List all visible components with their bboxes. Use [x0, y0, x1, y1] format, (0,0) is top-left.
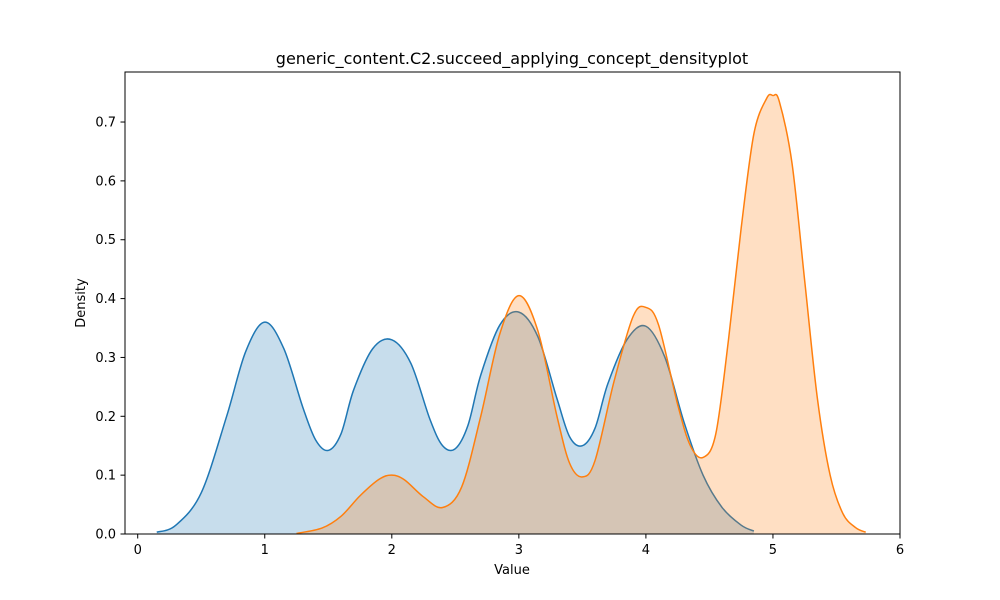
series-layer: [156, 93, 867, 535]
y-tick-label: 0.0: [95, 528, 116, 543]
x-tick-label: 4: [642, 543, 650, 558]
x-axis: 0 1 2 3 4 5 6: [134, 534, 904, 558]
x-tick-label: 1: [261, 543, 269, 558]
y-tick-label: 0.2: [95, 410, 116, 425]
density-line-series-1: [156, 310, 755, 533]
y-tick-label: 0.3: [95, 351, 116, 366]
y-tick-label: 0.7: [95, 116, 116, 131]
density-fill-series-2: [296, 94, 866, 534]
y-tick-label: 0.6: [95, 174, 116, 189]
y-tick-label: 0.5: [95, 233, 116, 248]
x-tick-label: 6: [896, 543, 904, 558]
x-tick-label: 3: [515, 543, 523, 558]
x-tick-label: 5: [769, 543, 777, 558]
x-tick-label: 2: [388, 543, 396, 558]
x-axis-label: Value: [494, 563, 530, 578]
plot-frame: [124, 71, 901, 535]
density-fill-series-1: [156, 311, 754, 534]
y-axis: 0.0 0.1 0.2 0.3 0.4 0.5 0.6 0.7: [95, 116, 125, 543]
y-tick-label: 0.1: [95, 469, 116, 484]
y-axis-label: Density: [74, 278, 89, 328]
chart-title: generic_content.C2.succeed_applying_conc…: [276, 49, 748, 69]
density-line-series-2: [296, 93, 867, 535]
x-tick-label: 0: [134, 543, 142, 558]
y-tick-label: 0.4: [95, 292, 116, 307]
